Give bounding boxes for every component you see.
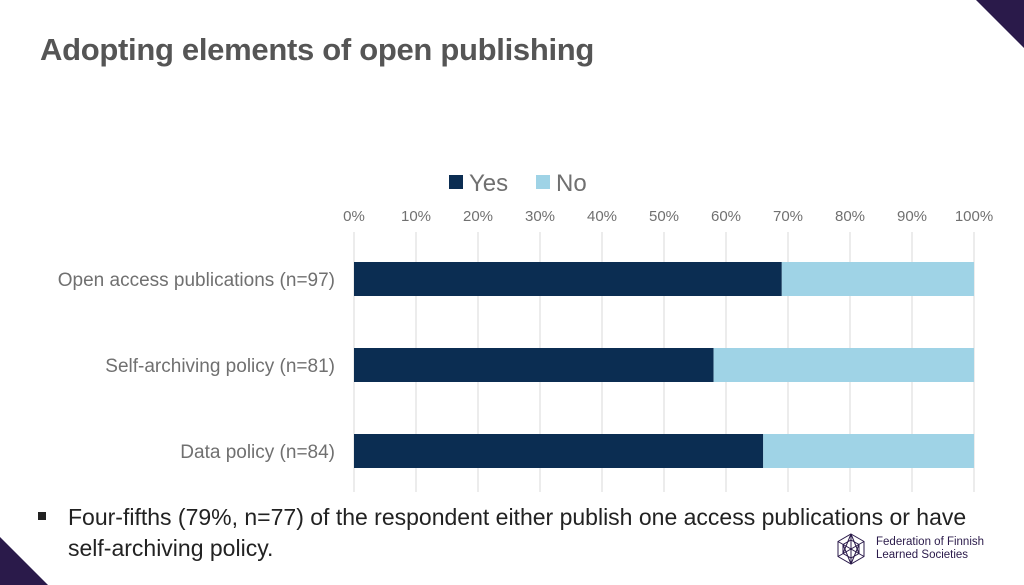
legend-label: Yes bbox=[469, 170, 508, 197]
slide-title: Adopting elements of open publishing bbox=[40, 32, 595, 67]
x-tick-label: 90% bbox=[897, 208, 927, 225]
snowflake-lattice-icon bbox=[837, 533, 865, 565]
logo-text: Federation of Finnish Learned Societies bbox=[876, 536, 984, 562]
category-label: Open access publications (n=97) bbox=[58, 270, 335, 291]
x-tick-label: 20% bbox=[463, 208, 493, 225]
x-tick-label: 100% bbox=[955, 208, 993, 225]
bar-yes bbox=[354, 348, 714, 382]
bar-no bbox=[763, 434, 974, 468]
x-tick-label: 70% bbox=[773, 208, 803, 225]
legend-label: No bbox=[556, 170, 587, 197]
x-tick-label: 30% bbox=[525, 208, 555, 225]
legend-swatch bbox=[449, 175, 463, 189]
bar-no bbox=[713, 348, 974, 382]
corner-decoration-bottom-left bbox=[0, 537, 48, 585]
organization-logo: Federation of Finnish Learned Societies bbox=[834, 532, 984, 566]
x-tick-label: 10% bbox=[401, 208, 431, 225]
x-tick-label: 50% bbox=[649, 208, 679, 225]
stacked-bar-chart: 0% 10% 20% 30% 40% 50% 60% 70% 80% 90% 100% Yes No Op… bbox=[58, 170, 993, 492]
category-label: Self-archiving policy (n=81) bbox=[105, 356, 335, 377]
logo-line-1: Federation of Finnish bbox=[876, 536, 985, 548]
x-tick-label: 80% bbox=[835, 208, 865, 225]
category-label: Data policy (n=84) bbox=[180, 442, 335, 463]
x-tick-label: 40% bbox=[587, 208, 617, 225]
x-tick-label: 60% bbox=[711, 208, 741, 225]
bullet-square-icon bbox=[38, 512, 46, 520]
corner-decoration-top-right bbox=[976, 0, 1024, 48]
bar-no bbox=[781, 262, 974, 296]
bar-yes bbox=[354, 434, 764, 468]
legend-swatch bbox=[536, 175, 550, 189]
bullet-text: Four-fifths (79%, n=77) of the responden… bbox=[68, 504, 967, 561]
bar-yes bbox=[354, 262, 782, 296]
x-tick-label: 0% bbox=[343, 208, 365, 225]
bullet-point: Four-fifths (79%, n=77) of the responden… bbox=[38, 502, 998, 564]
logo-line-2: Learned Societies bbox=[876, 549, 969, 561]
